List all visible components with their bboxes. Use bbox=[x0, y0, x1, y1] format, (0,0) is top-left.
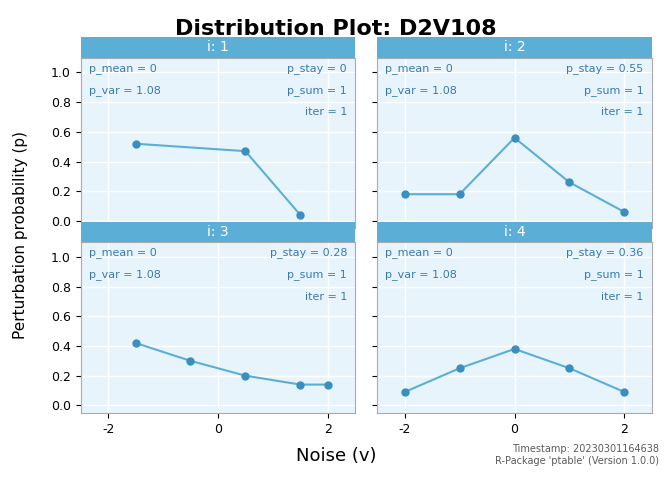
Text: p_var = 1.08: p_var = 1.08 bbox=[89, 85, 161, 96]
Text: p_stay = 0.36: p_stay = 0.36 bbox=[566, 247, 644, 258]
Text: p_sum = 1: p_sum = 1 bbox=[584, 269, 644, 280]
Text: Timestamp: 20230301164638
R-Package 'ptable' (Version 1.0.0): Timestamp: 20230301164638 R-Package 'pta… bbox=[495, 444, 659, 466]
Text: p_mean = 0: p_mean = 0 bbox=[386, 63, 453, 73]
Text: p_stay = 0: p_stay = 0 bbox=[288, 63, 347, 73]
Text: p_var = 1.08: p_var = 1.08 bbox=[386, 269, 458, 280]
FancyBboxPatch shape bbox=[81, 222, 355, 242]
Text: iter = 1: iter = 1 bbox=[601, 107, 644, 117]
Text: p_var = 1.08: p_var = 1.08 bbox=[89, 269, 161, 280]
Text: p_sum = 1: p_sum = 1 bbox=[584, 85, 644, 96]
Text: i: 4: i: 4 bbox=[504, 225, 526, 239]
FancyBboxPatch shape bbox=[377, 37, 652, 58]
Text: p_mean = 0: p_mean = 0 bbox=[386, 247, 453, 258]
Text: p_stay = 0.28: p_stay = 0.28 bbox=[269, 247, 347, 258]
Text: Distribution Plot: D2V108: Distribution Plot: D2V108 bbox=[175, 19, 497, 39]
FancyBboxPatch shape bbox=[377, 222, 652, 242]
Text: p_mean = 0: p_mean = 0 bbox=[89, 247, 157, 258]
Text: iter = 1: iter = 1 bbox=[304, 291, 347, 301]
Text: p_mean = 0: p_mean = 0 bbox=[89, 63, 157, 73]
Text: p_sum = 1: p_sum = 1 bbox=[287, 85, 347, 96]
Text: i: 3: i: 3 bbox=[207, 225, 228, 239]
Text: p_var = 1.08: p_var = 1.08 bbox=[386, 85, 458, 96]
Text: Perturbation probability (p): Perturbation probability (p) bbox=[13, 131, 28, 339]
Text: p_sum = 1: p_sum = 1 bbox=[287, 269, 347, 280]
Text: iter = 1: iter = 1 bbox=[601, 291, 644, 301]
FancyBboxPatch shape bbox=[81, 37, 355, 58]
Text: i: 2: i: 2 bbox=[504, 40, 526, 54]
Text: p_stay = 0.55: p_stay = 0.55 bbox=[566, 63, 644, 73]
Text: Noise (v): Noise (v) bbox=[296, 447, 376, 465]
Text: i: 1: i: 1 bbox=[207, 40, 229, 54]
Text: iter = 1: iter = 1 bbox=[304, 107, 347, 117]
